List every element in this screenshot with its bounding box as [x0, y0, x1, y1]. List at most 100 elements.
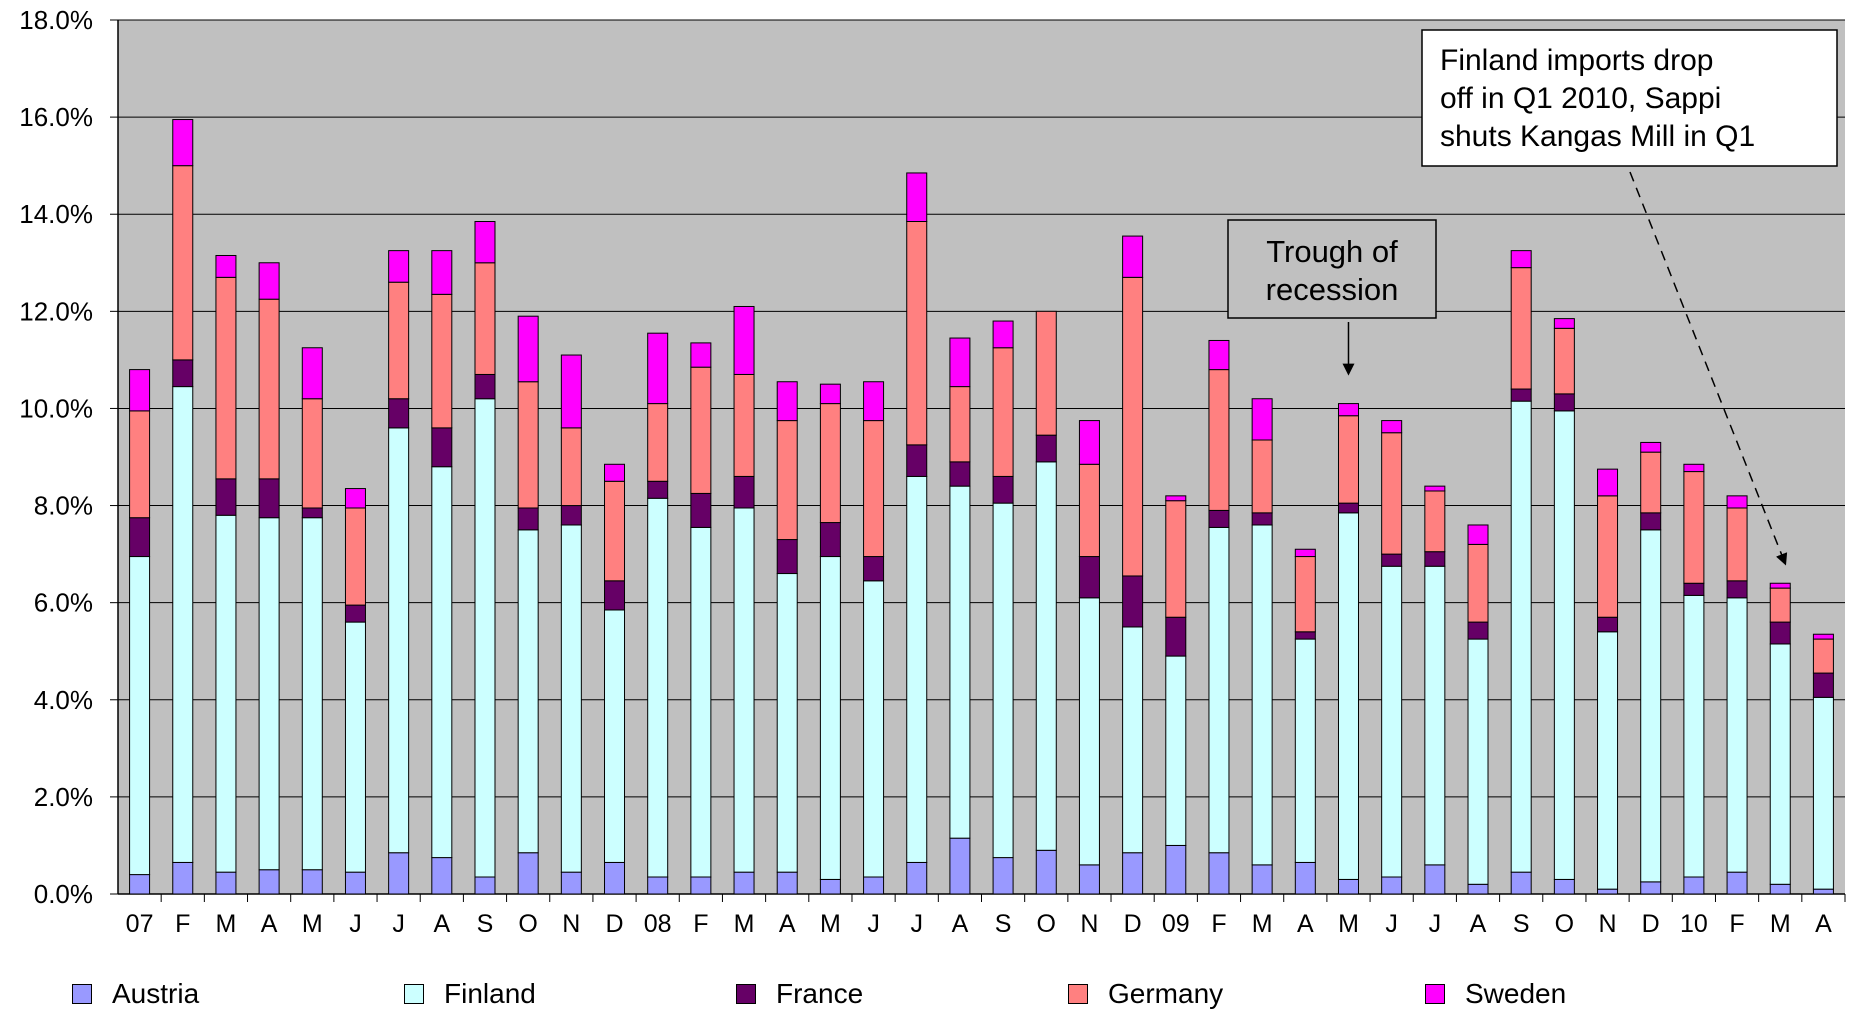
- x-tick-label: O: [1555, 910, 1574, 938]
- bar-segment-france: [776, 539, 798, 575]
- bar-segment-finland: [1510, 400, 1532, 873]
- bar-segment-germany: [1467, 543, 1489, 623]
- legend-item-austria: Austria: [72, 978, 199, 1010]
- x-tick-label: F: [1729, 910, 1744, 938]
- bar-segment-germany: [1597, 495, 1619, 618]
- bar-segment-germany: [1553, 327, 1575, 395]
- bar-segment-finland: [1597, 631, 1619, 890]
- bar-segment-germany: [258, 298, 280, 480]
- bar-segment-austria: [1165, 844, 1187, 895]
- legend-item-finland: Finland: [404, 978, 536, 1010]
- x-tick-label: A: [1815, 910, 1832, 938]
- bar-segment-sweden: [215, 254, 237, 278]
- bar-segment-finland: [215, 514, 237, 873]
- bar-segment-sweden: [172, 119, 194, 167]
- x-tick-label: N: [1599, 910, 1617, 938]
- bar-segment-austria: [388, 852, 410, 895]
- bar-segment-austria: [604, 861, 626, 895]
- bar-segment-austria: [1683, 876, 1705, 895]
- bar-segment-finland: [1251, 524, 1273, 866]
- x-tick-label: N: [1080, 910, 1098, 938]
- legend-swatch-finland: [404, 984, 424, 1004]
- bar-segment-sweden: [1337, 403, 1359, 417]
- bar-segment-germany: [1078, 463, 1100, 558]
- bar-segment-france: [647, 480, 669, 499]
- bar-segment-finland: [474, 398, 496, 878]
- bar-segment-germany: [301, 398, 323, 509]
- bar-segment-finland: [1165, 655, 1187, 846]
- bar-segment-sweden: [1553, 318, 1575, 329]
- bar-segment-sweden: [1122, 235, 1144, 278]
- bar-segment-france: [690, 492, 712, 528]
- bar-segment-austria: [474, 876, 496, 895]
- x-tick-label: 10: [1680, 910, 1708, 938]
- y-tick-label: 12.0%: [19, 296, 93, 326]
- x-tick-label: A: [779, 910, 796, 938]
- bar-segment-france: [474, 373, 496, 400]
- bar-segment-france: [604, 580, 626, 611]
- x-tick-label: S: [1513, 910, 1530, 938]
- bar-segment-france: [949, 461, 971, 487]
- x-tick-label: O: [1037, 910, 1056, 938]
- x-tick-label: D: [1124, 910, 1142, 938]
- bar-segment-sweden: [560, 354, 582, 429]
- bar-segment-austria: [1078, 864, 1100, 895]
- y-tick-label: 0.0%: [34, 879, 93, 909]
- bar-segment-france: [1812, 672, 1834, 698]
- bar-segment-finland: [1337, 512, 1359, 880]
- bar-segment-france: [863, 556, 885, 582]
- legend-swatch-austria: [72, 984, 92, 1004]
- x-tick-label: M: [1770, 910, 1791, 938]
- x-tick-label: J: [1429, 910, 1442, 938]
- bar-segment-finland: [431, 466, 453, 859]
- bar-segment-france: [1467, 621, 1489, 640]
- annotation-text-finland: off in Q1 2010, Sappi: [1440, 82, 1721, 115]
- bar-segment-germany: [1294, 556, 1316, 633]
- bar-segment-france: [733, 475, 755, 509]
- bar-segment-germany: [863, 420, 885, 558]
- bar-segment-sweden: [1251, 398, 1273, 441]
- bar-segment-france: [1510, 388, 1532, 402]
- bar-segment-finland: [1122, 626, 1144, 854]
- bar-segment-france: [906, 444, 928, 477]
- legend-swatch-germany: [1068, 984, 1088, 1004]
- bar-segment-finland: [733, 507, 755, 873]
- x-tick-label: J: [349, 910, 362, 938]
- bar-segment-france: [1251, 512, 1273, 526]
- bar-segment-finland: [1640, 529, 1662, 883]
- x-tick-label: M: [302, 910, 323, 938]
- bar-segment-finland: [604, 609, 626, 863]
- bar-segment-austria: [517, 852, 539, 895]
- annotation-text-trough: recession: [1266, 272, 1399, 307]
- bar-segment-germany: [647, 403, 669, 482]
- bar-segment-germany: [819, 403, 841, 524]
- bar-segment-germany: [1640, 451, 1662, 514]
- bar-segment-sweden: [906, 172, 928, 223]
- bar-segment-germany: [1510, 267, 1532, 390]
- bar-segment-austria: [1294, 861, 1316, 895]
- bar-segment-austria: [172, 861, 194, 895]
- bar-segment-sweden: [776, 381, 798, 422]
- x-tick-label: A: [261, 910, 278, 938]
- bar-segment-sweden: [388, 250, 410, 283]
- chart-svg: 0.0% 2.0% 4.0% 6.0% 8.0% 10.0% 12.0% 14.0% 16.0%…: [19, 5, 1846, 938]
- bar-segment-austria: [1769, 883, 1791, 895]
- legend-label: Finland: [444, 978, 536, 1009]
- bar-segment-germany: [906, 221, 928, 446]
- y-tick-label: 18.0%: [19, 5, 93, 35]
- y-tick-label: 10.0%: [19, 393, 93, 423]
- annotation-text-trough: Trough of: [1266, 234, 1398, 269]
- x-tick-label: 08: [644, 910, 672, 938]
- x-tick-label: F: [693, 910, 708, 938]
- bar-segment-finland: [1553, 410, 1575, 880]
- bar-segment-france: [1726, 580, 1748, 599]
- bar-segment-france: [1165, 616, 1187, 657]
- bar-segment-germany: [1035, 310, 1057, 436]
- bar-segment-france: [172, 359, 194, 388]
- bar-segment-germany: [1251, 439, 1273, 514]
- bar-segment-finland: [949, 485, 971, 839]
- bar-segment-austria: [1251, 864, 1273, 895]
- legend-item-germany: Germany: [1068, 978, 1223, 1010]
- bar-segment-france: [1424, 551, 1446, 567]
- bar-segment-sweden: [690, 342, 712, 368]
